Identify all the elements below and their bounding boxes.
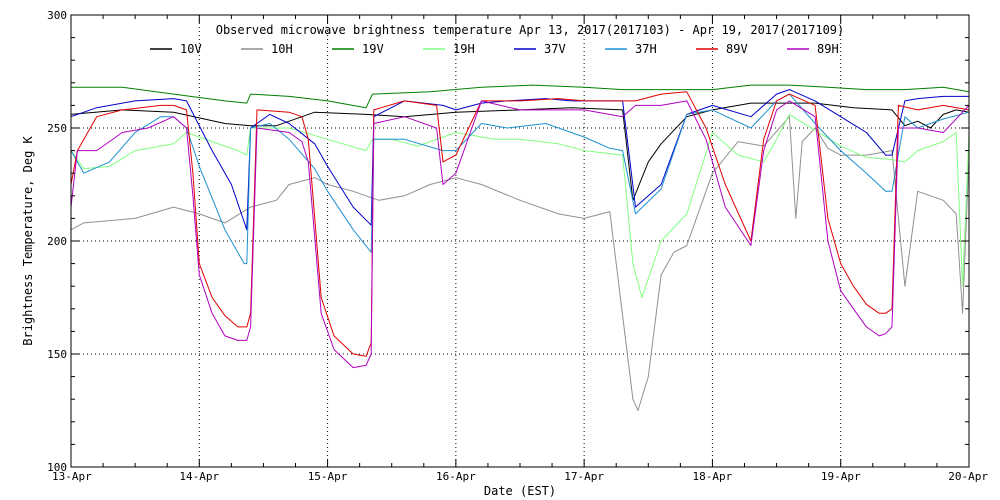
y-tick-label: 300 bbox=[47, 9, 67, 22]
legend: 10V 10H 19V 19H 37V 37H 89V 89H bbox=[150, 42, 839, 56]
x-tick-label: 20-Apr bbox=[948, 470, 988, 483]
y-tick-label: 100 bbox=[47, 461, 67, 474]
x-tick-label: 17-Apr bbox=[564, 470, 604, 483]
chart-title: Observed microwave brightness temperatur… bbox=[216, 23, 845, 37]
series-line-19v bbox=[71, 84, 970, 109]
axis-ticks: 100 150 200 250 300 13-Apr 14-Apr 15-Apr 16-Apr 1… bbox=[47, 9, 988, 483]
series-line-89h bbox=[70, 100, 970, 369]
legend-label-89v: 89V bbox=[726, 42, 748, 56]
x-tick-label: 19-Apr bbox=[821, 470, 861, 483]
legend-label-37h: 37H bbox=[635, 42, 657, 56]
y-tick-label: 200 bbox=[47, 235, 67, 248]
legend-label-19h: 19H bbox=[453, 42, 475, 56]
x-tick-label: 18-Apr bbox=[693, 470, 733, 483]
y-tick-label: 250 bbox=[47, 122, 67, 135]
y-axis-label: Brightness Temperature, Deg K bbox=[21, 135, 35, 345]
x-tick-label: 15-Apr bbox=[308, 470, 348, 483]
legend-label-89h: 89H bbox=[817, 42, 839, 56]
series-line-19h bbox=[70, 113, 970, 298]
series-line-10h bbox=[70, 116, 970, 411]
series-line-10v bbox=[70, 102, 970, 201]
x-tick-label: 13-Apr bbox=[52, 470, 92, 483]
legend-label-10h: 10H bbox=[271, 42, 293, 56]
y-tick-label: 150 bbox=[47, 348, 67, 361]
legend-label-37v: 37V bbox=[544, 42, 566, 56]
series-line-37v bbox=[70, 89, 969, 231]
x-tick-label: 14-Apr bbox=[179, 470, 219, 483]
legend-label-10v: 10V bbox=[180, 42, 202, 56]
x-tick-label: 16-Apr bbox=[436, 470, 476, 483]
series-line-89v bbox=[70, 91, 970, 357]
x-axis-label: Date (EST) bbox=[484, 484, 556, 498]
series-group bbox=[70, 84, 970, 411]
legend-label-19v: 19V bbox=[362, 42, 384, 56]
